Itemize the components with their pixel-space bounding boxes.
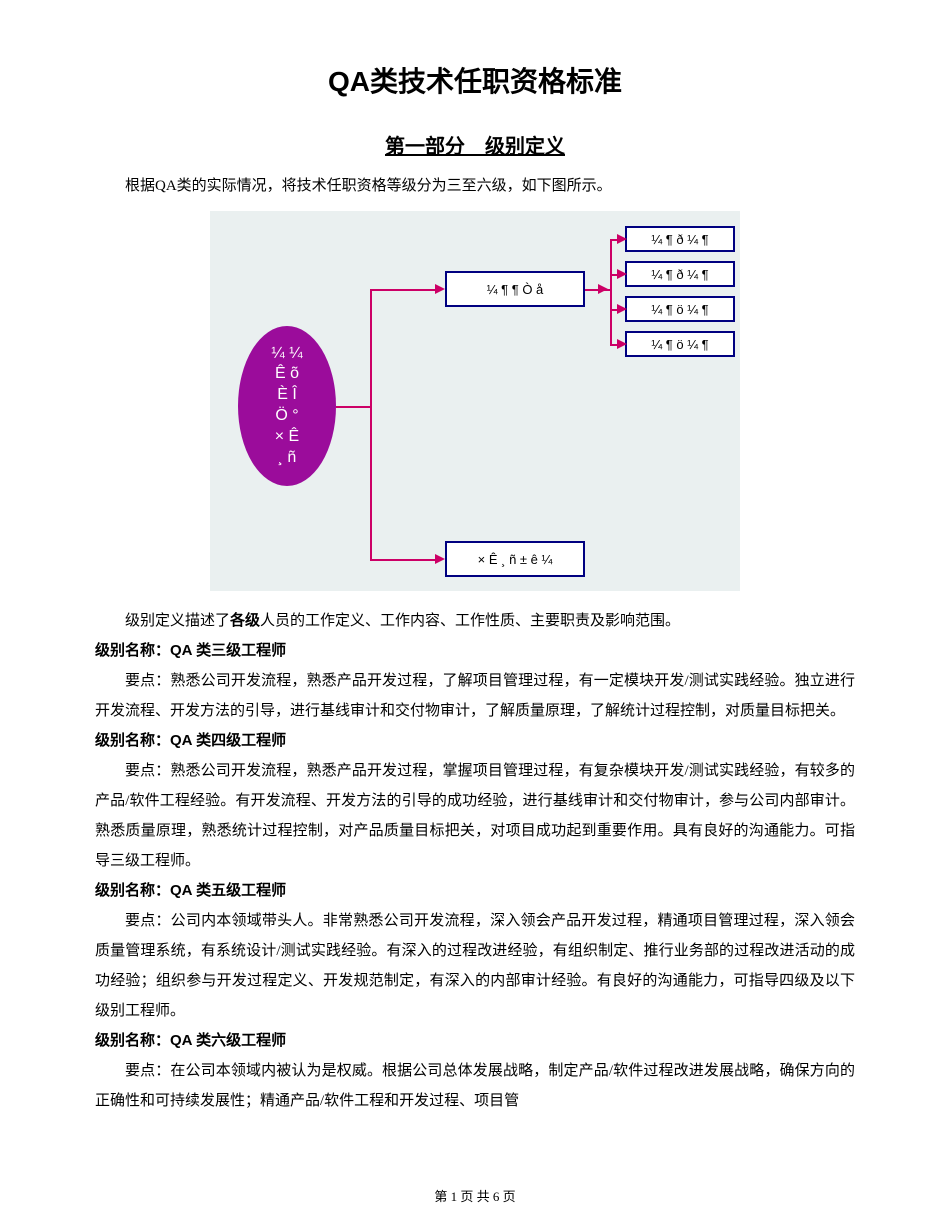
- right-box-0: ¼ ¶ ð ¼ ¶: [625, 226, 735, 252]
- level-diagram: ¼ ¼Ê õÈ ÎÖ °× Ê¸ ñ ¼ ¶ ¶ Ò å × Ê ¸ ñ ± ê…: [210, 211, 740, 591]
- def-bold: 各级: [230, 613, 260, 629]
- level-5-desc: 要点：公司内本领域带头人。非常熟悉公司开发流程，深入领会产品开发过程，精通项目管…: [95, 906, 855, 1026]
- right-box-2: ¼ ¶ ö ¼ ¶: [625, 296, 735, 322]
- level-6-desc: 要点：在公司本领域内被认为是权威。根据公司总体发展战略，制定产品/软件过程改进发…: [95, 1056, 855, 1116]
- page-footer: 第 1 页 共 6 页: [0, 1186, 950, 1205]
- right-box-1: ¼ ¶ ð ¼ ¶: [625, 261, 735, 287]
- level-5-block: 级别名称：QA 类五级工程师 要点：公司内本领域带头人。非常熟悉公司开发流程，深…: [95, 876, 855, 1026]
- level-6-name: 级别名称：QA 类六级工程师: [95, 1026, 855, 1056]
- level-3-name: 级别名称：QA 类三级工程师: [95, 636, 855, 666]
- right-box-3: ¼ ¶ ö ¼ ¶: [625, 331, 735, 357]
- definition-paragraph: 级别定义描述了各级人员的工作定义、工作内容、工作性质、主要职责及影响范围。: [95, 606, 855, 636]
- level-4-name: 级别名称：QA 类四级工程师: [95, 726, 855, 756]
- level-6-block: 级别名称：QA 类六级工程师 要点：在公司本领域内被认为是权威。根据公司总体发展…: [95, 1026, 855, 1116]
- level-3-block: 级别名称：QA 类三级工程师 要点：熟悉公司开发流程，熟悉产品开发过程，了解项目…: [95, 636, 855, 726]
- level-4-desc: 要点：熟悉公司开发流程，熟悉产品开发过程，掌握项目管理过程，有复杂模块开发/测试…: [95, 756, 855, 876]
- def-text-post: 人员的工作定义、工作内容、工作性质、主要职责及影响范围。: [260, 613, 680, 629]
- root-ellipse: ¼ ¼Ê õÈ ÎÖ °× Ê¸ ñ: [238, 326, 336, 486]
- mid-box-top: ¼ ¶ ¶ Ò å: [445, 271, 585, 307]
- def-text-pre: 级别定义描述了: [125, 613, 230, 629]
- level-4-block: 级别名称：QA 类四级工程师 要点：熟悉公司开发流程，熟悉产品开发过程，掌握项目…: [95, 726, 855, 876]
- document-title: QA类技术任职资格标准: [95, 60, 855, 100]
- level-3-desc: 要点：熟悉公司开发流程，熟悉产品开发过程，了解项目管理过程，有一定模块开发/测试…: [95, 666, 855, 726]
- mid-box-bottom: × Ê ¸ ñ ± ê ¼: [445, 541, 585, 577]
- level-5-name: 级别名称：QA 类五级工程师: [95, 876, 855, 906]
- intro-paragraph: 根据QA类的实际情况，将技术任职资格等级分为三至六级，如下图所示。: [95, 171, 855, 201]
- section-heading: 第一部分 级别定义: [95, 130, 855, 159]
